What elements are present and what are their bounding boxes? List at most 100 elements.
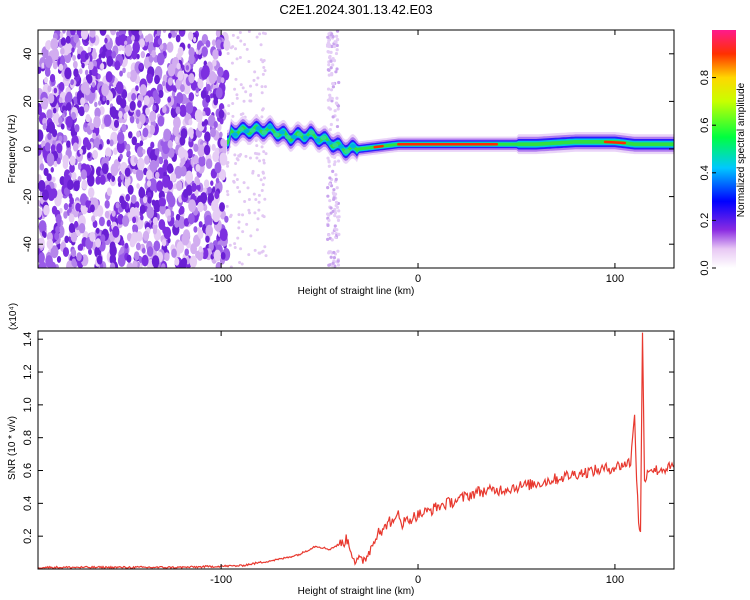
spectrogram-noise-blob [131,30,136,35]
spectrogram-noise-blob [52,61,58,70]
spectrogram-xtick-label: 100 [606,273,624,285]
spectrogram-noise-blob [118,116,123,124]
spectrogram-streak [329,88,334,92]
spectrogram-streak [335,101,339,106]
spectrogram-speckle [231,114,235,118]
spectrogram-noise-blob [170,172,177,182]
spectrogram-noise-blob [80,30,89,40]
spectrogram-noise-blob [101,83,110,97]
spectrogram-noise-blob [38,179,46,192]
spectrogram-noise-blob [86,74,93,84]
spectrogram-ridge-blob [243,128,250,134]
spectrogram-noise-blob [162,30,167,34]
spectrogram-speckle [263,69,267,73]
spectrogram-streak [327,250,331,254]
spectrogram-noise-blob [47,132,52,141]
spectrogram-xlabel: Height of straight line (km) [298,286,415,297]
spectrogram-noise-blob [131,231,139,244]
spectrogram-streak [332,162,337,167]
spectrogram-noise-blob [62,247,70,258]
spectrogram-noise-blob [198,221,203,228]
spectrogram-noise-blob [96,255,103,265]
spectrogram-noise-blob [218,109,225,119]
spectrogram-noise-blob [89,204,95,213]
spectrogram-noise-blob [154,147,160,156]
spectrogram-noise-blob [208,71,217,84]
spectrogram-speckle [256,76,260,80]
spectrogram-ridge-blob [273,132,280,137]
spectrogram-noise-blob [52,176,56,183]
spectrogram-noise-blob [187,43,191,49]
spectrogram-speckle [258,159,262,163]
spectrogram-noise-blob [113,147,118,155]
spectrogram-speckle [257,193,261,197]
spectrogram-streak [329,59,333,63]
spectrogram-noise-blob [119,153,123,160]
spectrogram-noise-blob [135,242,141,251]
spectrogram-noise-blob [166,163,174,174]
spectrogram-noise-blob [92,48,96,54]
spectrogram-noise-blob [56,255,62,263]
spectrogram-speckle [237,213,241,217]
spectrogram-noise-blob [139,204,146,215]
spectrogram-noise-blob [132,216,137,224]
spectrogram-noise-blob [179,162,183,168]
spectrogram-speckle [226,161,230,165]
spectrogram-noise-blob [175,213,181,221]
spectrogram-noise-blob [126,71,131,79]
spectrogram-noise-blob [173,116,181,130]
spectrogram-noise-blob [88,95,94,104]
spectrogram-noise-blob [185,64,190,71]
spectrogram-noise-blob [141,247,146,254]
spectrogram-speckle [263,32,267,36]
spectrogram-noise-blob [207,186,212,194]
spectrogram-speckle [247,197,251,201]
spectrogram-speckle [249,84,253,88]
spectrogram-streak [333,214,337,218]
spectrogram-speckle [245,222,249,226]
spectrogram-speckle [260,85,264,89]
spectrogram-noise-blob [89,231,96,242]
snr-ticks: -100 0 100 0.2 0.4 0.6 0.8 1.0 1.2 1.4 [22,331,674,586]
spectrogram-noise-blob [97,73,101,80]
spectrogram-streak [326,185,330,190]
spectrogram-noise-blob [41,189,49,201]
spectrogram-noise-blob [38,66,42,74]
spectrogram-speckle [257,152,261,156]
spectrogram-speckle [236,236,240,240]
spectrogram-ytick-label: -20 [22,189,34,205]
spectrogram-speckle [253,70,257,74]
spectrogram-speckle [236,36,240,40]
spectrogram-speckle [226,112,230,116]
spectrogram-noise-blob [115,81,124,95]
spectrogram-noise-blob [212,59,217,67]
spectrogram-streak [334,34,339,38]
snr-series-line [38,332,674,569]
spectrogram-noise-blob [166,41,174,53]
spectrogram-noise-blob [211,143,216,152]
spectrogram-noise-blob [58,135,63,142]
spectrogram-noise-blob [46,152,55,166]
spectrogram-noise-blob [218,50,222,57]
spectrogram-panel: -100 0 100 -40 -20 0 20 40 Height of straight l… [7,29,675,297]
spectrogram-noise-blob [121,123,127,132]
spectrogram-noise-blob [122,215,130,227]
spectrogram-noise-blob [73,33,79,44]
snr-frame [37,330,675,570]
spectrogram-noise-blob [201,65,210,78]
spectrogram-noise-blob [150,141,155,149]
spectrogram-noise-blob [124,242,129,249]
spectrogram-noise-blob [84,53,89,60]
spectrogram-streak [337,80,341,85]
spectrogram-speckle [264,254,268,258]
spectrogram-streak [332,197,336,201]
spectrogram-noise-blob [204,131,211,143]
spectrogram-noise-blob [49,73,56,83]
spectrogram-noise-blob [154,187,158,193]
colorbar-tick-label: 0.2 [699,213,711,228]
spectrogram-noise-blob [56,157,61,165]
spectrogram-noise-blob [210,127,216,138]
spectrogram-noise-blob [53,160,58,167]
spectrogram-noise-blob [176,62,181,70]
spectrogram-streak [328,107,332,111]
